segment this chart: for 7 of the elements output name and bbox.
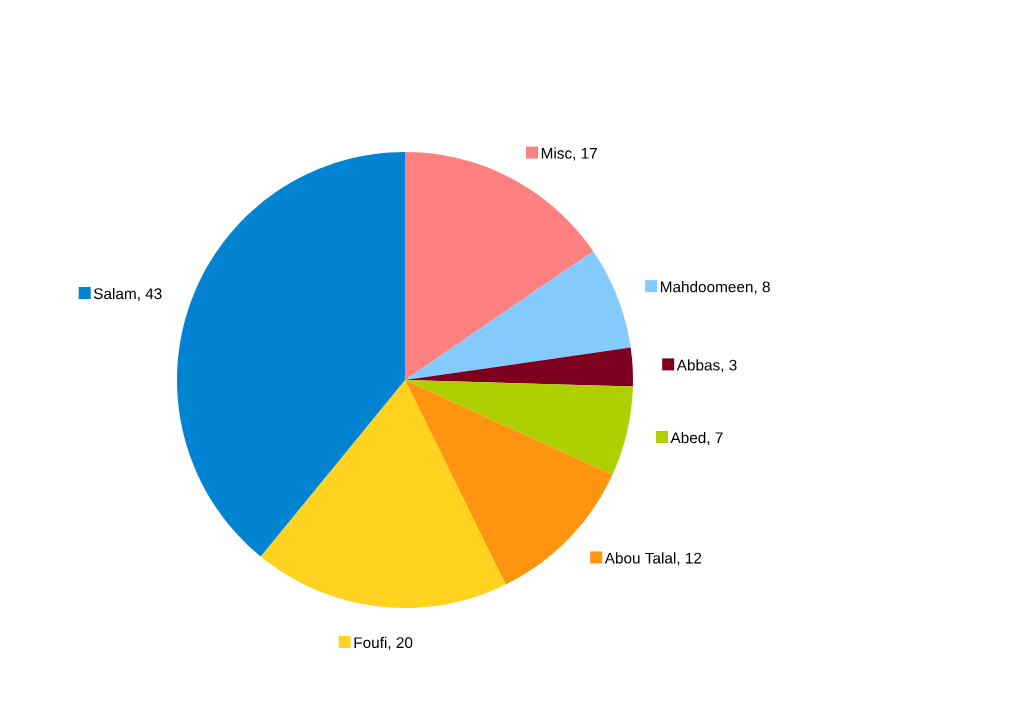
legend-label: Foufi, 20 xyxy=(354,636,413,650)
legend-label: Abbas, 3 xyxy=(676,359,737,373)
legend-label: Abou Talal, 12 xyxy=(604,552,702,566)
legend-label: Abed, 7 xyxy=(670,431,723,445)
legend-label: Mahdoomeen, 8 xyxy=(660,281,770,295)
legend-label: Salam, 43 xyxy=(93,287,162,301)
legend-label: Misc, 17 xyxy=(541,147,597,161)
